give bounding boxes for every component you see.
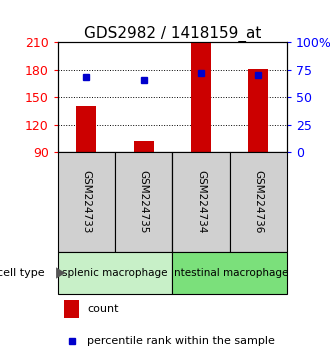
Bar — [58, 152, 115, 252]
Text: splenic macrophage: splenic macrophage — [62, 268, 168, 278]
Text: percentile rank within the sample: percentile rank within the sample — [87, 336, 275, 346]
Bar — [191, 42, 211, 152]
Text: cell type: cell type — [0, 268, 45, 278]
Bar — [76, 106, 96, 152]
Bar — [230, 152, 287, 252]
Bar — [248, 69, 269, 152]
Text: GSM224734: GSM224734 — [196, 170, 206, 234]
Text: GSM224733: GSM224733 — [82, 170, 91, 234]
Text: intestinal macrophage: intestinal macrophage — [171, 268, 288, 278]
Bar — [64, 300, 79, 318]
Polygon shape — [56, 267, 65, 279]
Text: GSM224735: GSM224735 — [139, 170, 149, 234]
Bar — [115, 152, 173, 252]
Text: count: count — [87, 304, 119, 314]
Text: GSM224736: GSM224736 — [253, 170, 263, 234]
Bar — [173, 252, 287, 294]
Bar — [134, 141, 154, 152]
Bar — [173, 152, 230, 252]
Title: GDS2982 / 1418159_at: GDS2982 / 1418159_at — [84, 26, 261, 42]
Bar — [58, 252, 173, 294]
